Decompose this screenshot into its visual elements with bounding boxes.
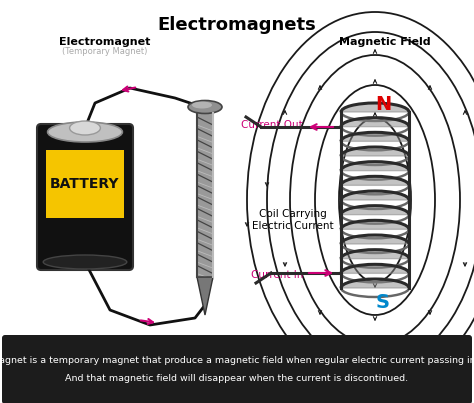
Bar — [197, 113, 213, 281]
FancyBboxPatch shape — [37, 124, 133, 270]
Text: N: N — [375, 94, 391, 114]
Polygon shape — [341, 235, 409, 244]
Polygon shape — [341, 250, 409, 259]
Text: Electromagnets: Electromagnets — [158, 16, 316, 34]
Polygon shape — [341, 162, 409, 170]
Ellipse shape — [192, 102, 212, 108]
Text: Electromagnet: Electromagnet — [59, 37, 151, 47]
Text: BATTERY: BATTERY — [50, 177, 120, 191]
Polygon shape — [341, 206, 409, 215]
Polygon shape — [341, 147, 409, 156]
Bar — [46, 150, 124, 218]
Text: S: S — [376, 293, 390, 312]
Text: Coil Carrying
Electric Current: Coil Carrying Electric Current — [252, 209, 334, 231]
FancyBboxPatch shape — [2, 335, 472, 403]
Polygon shape — [341, 191, 409, 200]
Text: (Temporary Magnet): (Temporary Magnet) — [62, 48, 148, 56]
Polygon shape — [341, 220, 409, 229]
Ellipse shape — [43, 255, 127, 269]
Text: Current In: Current In — [251, 270, 303, 280]
Ellipse shape — [47, 122, 122, 142]
Ellipse shape — [188, 100, 222, 114]
Text: Magnetic Field: Magnetic Field — [339, 37, 431, 47]
Text: And that magnetic field will disappear when the current is discontinued.: And that magnetic field will disappear w… — [65, 374, 409, 383]
Polygon shape — [341, 103, 409, 112]
Text: Electromagnet is a temporary magnet that produce a magnetic field when regular e: Electromagnet is a temporary magnet that… — [0, 355, 474, 365]
Polygon shape — [341, 264, 409, 273]
Polygon shape — [341, 279, 409, 288]
Polygon shape — [341, 118, 409, 127]
Ellipse shape — [70, 121, 100, 135]
Polygon shape — [197, 277, 213, 315]
Polygon shape — [341, 132, 409, 141]
Text: Current Out: Current Out — [241, 120, 303, 130]
Polygon shape — [341, 177, 409, 185]
